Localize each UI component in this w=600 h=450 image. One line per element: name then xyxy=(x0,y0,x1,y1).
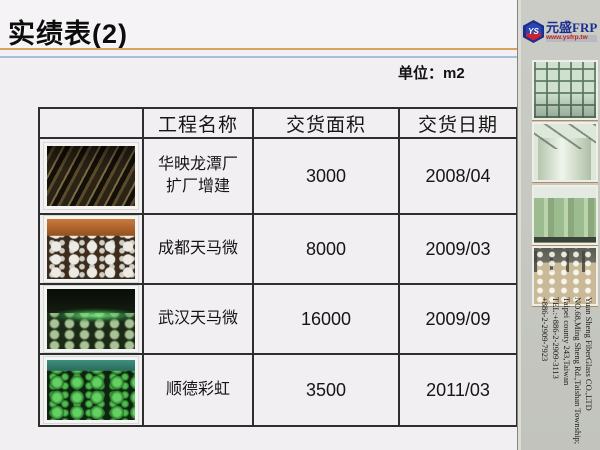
sidebar-photo-factory-floor xyxy=(532,246,598,306)
delivery-area-cell: 3000 xyxy=(252,137,400,215)
table-row: 顺德彩虹 3500 2011/03 xyxy=(38,353,518,427)
project-name-cell: 武汉天马微 xyxy=(142,283,254,355)
project-name-cell: 顺德彩虹 xyxy=(142,353,254,427)
table-row: 华映龙潭厂 扩厂增建 3000 2008/04 xyxy=(38,137,518,215)
table-row: 成都天马微 8000 2009/03 xyxy=(38,213,518,285)
header-delivery-area: 交货面积 xyxy=(252,107,400,139)
company-address-line1: NO.68,Ming Sheng Rd.,Taishan Township; xyxy=(573,297,583,445)
sidebar-photo-waffle-ceiling xyxy=(532,60,598,120)
table-row: 武汉天马微 16000 2009/09 xyxy=(38,283,518,355)
table-header-row: 工程名称 交货面积 交货日期 xyxy=(38,107,518,139)
project-name-line1: 华映龙潭厂 xyxy=(157,156,238,174)
delivery-date-cell: 2009/09 xyxy=(398,283,518,355)
company-name: Yuan Sheng FiberGlass CO.,LTD xyxy=(584,297,594,411)
project-photo-shunde xyxy=(44,357,138,423)
project-photo-chengdu xyxy=(44,216,138,282)
ys-hexagon-icon: YS xyxy=(523,20,544,43)
company-logo: YS 元盛FRP www.ysfrp.tw xyxy=(523,20,598,43)
title-divider-blue xyxy=(0,56,518,58)
title-band xyxy=(0,0,518,48)
project-name-line2: 扩厂增建 xyxy=(165,178,230,195)
sidebar-photo-storage-tanks xyxy=(532,185,598,245)
header-image-column xyxy=(38,107,144,139)
delivery-area-cell: 16000 xyxy=(252,283,400,355)
title-divider-tan xyxy=(0,48,518,50)
header-delivery-date: 交货日期 xyxy=(398,107,518,139)
delivery-area-cell: 8000 xyxy=(252,213,400,285)
results-table: 工程名称 交货面积 交货日期 华映龙潭厂 扩厂增建 3000 2008/04 成… xyxy=(38,107,518,427)
delivery-date-cell: 2011/03 xyxy=(398,353,518,427)
company-tel2: +886-2-2909-7923 xyxy=(540,297,550,362)
brand-website: www.ysfrp.tw xyxy=(546,35,598,42)
header-project-name: 工程名称 xyxy=(142,107,254,139)
delivery-area-cell: 3500 xyxy=(252,353,400,427)
delivery-date-cell: 2009/03 xyxy=(398,213,518,285)
company-address-line2: Taipei county 243,Taiwan xyxy=(562,297,572,386)
page-title: 实绩表(2) xyxy=(8,19,128,49)
project-name-cell: 华映龙潭厂 扩厂增建 xyxy=(142,137,254,215)
delivery-date-cell: 2008/04 xyxy=(398,137,518,215)
company-contact-block: Yuan Sheng FiberGlass CO.,LTD NO.68,Ming… xyxy=(536,297,594,447)
company-tel1: TEL:+886-2-2909-3113 xyxy=(551,297,561,379)
sidebar-photo-frp-tank xyxy=(532,122,598,182)
project-name-cell: 成都天马微 xyxy=(142,213,254,285)
logo-monogram: YS xyxy=(528,27,539,36)
project-photo-wuhan xyxy=(44,286,138,352)
project-photo-longtan xyxy=(44,143,138,209)
brand-name: 元盛FRP xyxy=(546,20,598,36)
unit-label: 单位：m2 xyxy=(398,65,465,82)
